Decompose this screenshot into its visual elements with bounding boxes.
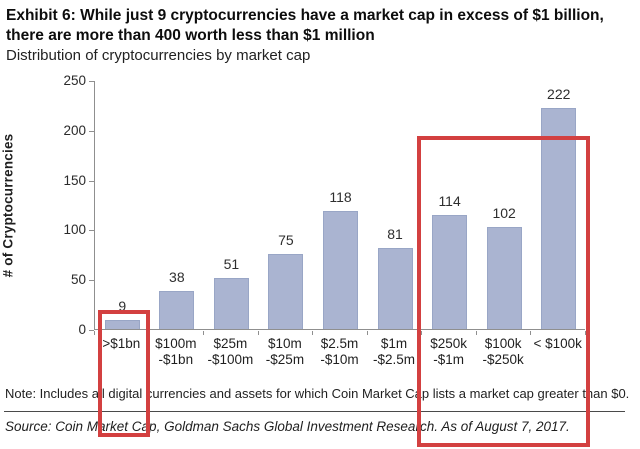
bar-value-label: 118 bbox=[329, 189, 352, 206]
x-category-label: $1m -$2.5m bbox=[373, 336, 416, 367]
y-tick-mark bbox=[89, 180, 94, 182]
bar-$1m-$2.5m bbox=[377, 248, 413, 329]
x-tick-mark bbox=[585, 331, 586, 335]
divider bbox=[4, 411, 625, 412]
y-tick-mark bbox=[89, 81, 94, 82]
y-tick-mark bbox=[89, 280, 94, 282]
bar-value-label: 114 bbox=[438, 193, 461, 210]
bar-$2.5m-$10m bbox=[323, 211, 358, 329]
plot-area: 9 38 51 75 118 81 114 102 222 bbox=[94, 81, 585, 330]
bar-value-label: 51 bbox=[223, 256, 240, 273]
bar-$250k-$1m bbox=[432, 215, 468, 329]
bar-$10m-$25m bbox=[268, 254, 304, 329]
exhibit-title: Exhibit 6: While just 9 cryptocurrencies… bbox=[6, 7, 604, 44]
y-tick-mark bbox=[89, 230, 94, 232]
bar-<$100k bbox=[541, 107, 577, 329]
x-tick-mark bbox=[530, 331, 532, 335]
y-tick-mark bbox=[89, 130, 94, 132]
bar-value-label: 9 bbox=[118, 298, 127, 315]
x-category-label: $100m -$1bn bbox=[155, 336, 197, 367]
x-tick-mark bbox=[312, 331, 314, 335]
y-tick-label: 0 bbox=[78, 322, 86, 337]
x-category-label: $100k -$250k bbox=[482, 336, 524, 367]
x-category-label: $250k -$1m bbox=[430, 336, 467, 367]
x-category-label: >$1bn bbox=[102, 336, 141, 351]
bar-value-label: 38 bbox=[169, 269, 185, 286]
x-tick-mark bbox=[257, 331, 259, 335]
bar-value-label: 222 bbox=[547, 85, 571, 102]
y-tick-label: 250 bbox=[63, 73, 86, 88]
bar-chart: # of Cryptocurrencies 9 38 51 75 118 81 114 102… bbox=[0, 70, 640, 447]
x-tick-mark bbox=[421, 331, 423, 335]
bar-$100k-$250k bbox=[486, 227, 522, 329]
x-category-label: $25m -$100m bbox=[207, 336, 254, 367]
bar-value-label: 102 bbox=[492, 205, 516, 222]
bar->$1bn bbox=[104, 320, 140, 329]
bar-$100m-$1bn bbox=[159, 291, 195, 329]
x-tick-mark bbox=[475, 331, 477, 335]
x-tick-mark bbox=[94, 331, 95, 335]
highlight-box-over-1bn bbox=[98, 310, 150, 437]
y-tick-label: 50 bbox=[70, 272, 86, 288]
footnote: Note: Includes all digital currencies an… bbox=[5, 386, 630, 401]
y-tick-label: 150 bbox=[63, 172, 86, 188]
bar-$25m-$100m bbox=[213, 278, 249, 329]
highlight-box-under-1m bbox=[417, 136, 590, 447]
y-axis-title: # of Cryptocurrencies bbox=[0, 133, 16, 278]
chart-subtitle: Distribution of cryptocurrencies by mark… bbox=[6, 47, 311, 64]
x-category-label: $2.5m -$10m bbox=[320, 336, 359, 367]
x-category-label: $10m -$25m bbox=[265, 336, 305, 367]
bar-value-label: 75 bbox=[278, 232, 294, 249]
x-tick-mark bbox=[366, 331, 368, 335]
x-category-label: < $100k bbox=[533, 336, 582, 351]
bar-value-label: 81 bbox=[387, 226, 403, 243]
y-tick-label: 100 bbox=[63, 222, 86, 238]
y-tick-label: 200 bbox=[63, 122, 86, 138]
y-tick-mark bbox=[89, 330, 94, 331]
x-tick-mark bbox=[203, 331, 205, 335]
